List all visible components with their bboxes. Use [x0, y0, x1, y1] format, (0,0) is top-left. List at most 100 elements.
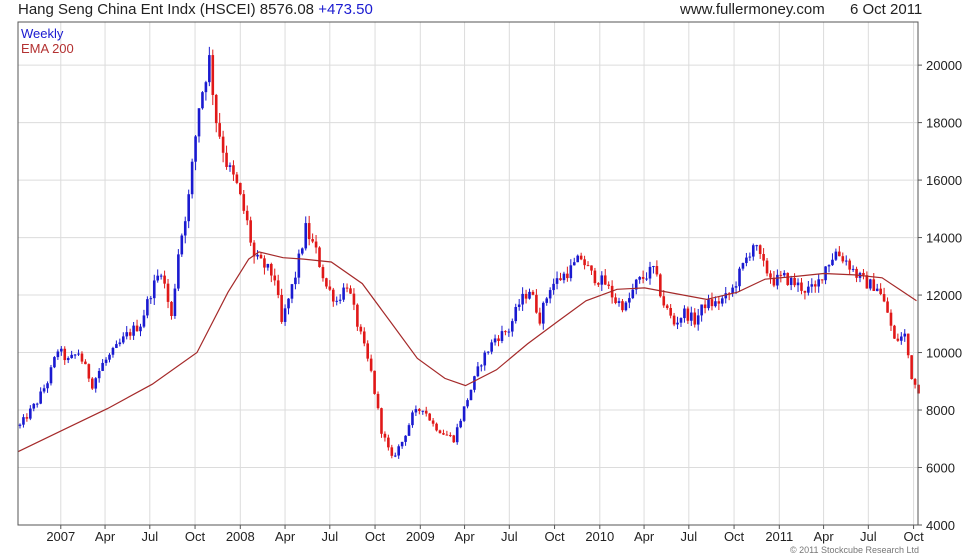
candle	[56, 349, 60, 360]
candle	[87, 363, 91, 383]
candle	[579, 252, 583, 261]
candle	[600, 271, 604, 291]
candle	[603, 269, 607, 286]
candle	[858, 271, 862, 283]
candle	[411, 410, 414, 428]
candle	[245, 205, 249, 226]
candle	[862, 269, 865, 280]
candle	[63, 346, 67, 365]
candle	[397, 444, 400, 459]
candle	[152, 274, 156, 305]
candle	[331, 287, 335, 307]
candle	[593, 267, 597, 286]
x-tick-label: Jul	[501, 529, 518, 544]
candle	[493, 334, 497, 346]
candle	[115, 340, 118, 349]
y-tick-label: 12000	[926, 288, 962, 303]
candle	[376, 391, 380, 410]
y-tick-label: 6000	[926, 461, 955, 476]
candle	[304, 216, 308, 251]
candle	[917, 384, 920, 394]
x-tick-label: Oct	[544, 529, 565, 544]
x-tick-label: Jul	[860, 529, 877, 544]
candle	[294, 271, 297, 290]
candle	[466, 398, 469, 409]
candle	[149, 295, 153, 304]
candle	[266, 263, 270, 271]
candle	[307, 215, 311, 246]
candle	[751, 243, 755, 261]
candle	[194, 135, 197, 171]
candle	[183, 216, 187, 244]
candle	[146, 296, 149, 319]
candle	[855, 266, 858, 283]
candle	[665, 303, 669, 310]
candle	[239, 182, 242, 196]
chart-date: 6 Oct 2011	[850, 1, 923, 18]
x-tick-label: Apr	[95, 529, 116, 544]
candle	[865, 271, 869, 289]
candle	[393, 452, 397, 458]
candle	[80, 351, 84, 364]
x-tick-label: Oct	[185, 529, 206, 544]
x-tick-label: Oct	[903, 529, 924, 544]
candle	[686, 306, 690, 324]
candle	[380, 407, 383, 438]
candle	[676, 316, 679, 330]
candle	[256, 250, 259, 260]
candle	[177, 249, 180, 292]
candle	[648, 261, 652, 285]
candle	[325, 277, 328, 289]
y-tick-label: 14000	[926, 231, 962, 246]
candle	[452, 434, 456, 443]
candle	[497, 335, 500, 347]
candle	[576, 254, 580, 263]
candle	[910, 355, 913, 380]
price-change: +473.50	[318, 1, 373, 18]
candle	[335, 296, 339, 306]
candle	[70, 350, 73, 359]
candle	[707, 294, 710, 311]
candle	[390, 444, 394, 459]
candle	[769, 270, 772, 284]
y-tick-label: 8000	[926, 403, 955, 418]
candle	[280, 288, 283, 324]
legend-weekly: Weekly	[21, 26, 64, 41]
candle	[321, 264, 325, 282]
candle	[807, 281, 810, 296]
candle	[741, 262, 745, 271]
candle	[841, 252, 845, 264]
y-tick-label: 10000	[926, 346, 962, 361]
candle	[173, 283, 177, 319]
candle	[469, 389, 473, 401]
candle	[617, 297, 621, 307]
candle	[562, 271, 566, 284]
candlestick-series	[18, 46, 920, 459]
candle	[142, 309, 146, 329]
candle	[607, 281, 610, 289]
candle	[659, 273, 662, 298]
candle	[800, 277, 803, 295]
candle	[517, 298, 521, 311]
chart-title: Hang Seng China Ent Indx (HSCEI) 8576.08…	[18, 1, 373, 18]
candle	[662, 290, 666, 308]
candle	[900, 332, 903, 345]
candle	[249, 216, 252, 247]
candle	[624, 300, 628, 312]
candle	[235, 171, 239, 185]
candle	[35, 402, 39, 408]
candle	[882, 287, 886, 303]
candle	[531, 289, 535, 296]
candle	[690, 306, 693, 326]
candle	[817, 273, 820, 293]
candle	[748, 252, 752, 261]
candle	[352, 288, 356, 311]
candle	[672, 312, 676, 327]
candle	[128, 328, 132, 340]
candle	[524, 289, 528, 304]
candle	[869, 278, 872, 291]
candle	[404, 435, 407, 446]
chart-grid	[18, 22, 918, 526]
x-tick-label: Apr	[275, 529, 296, 544]
candle	[834, 248, 838, 261]
